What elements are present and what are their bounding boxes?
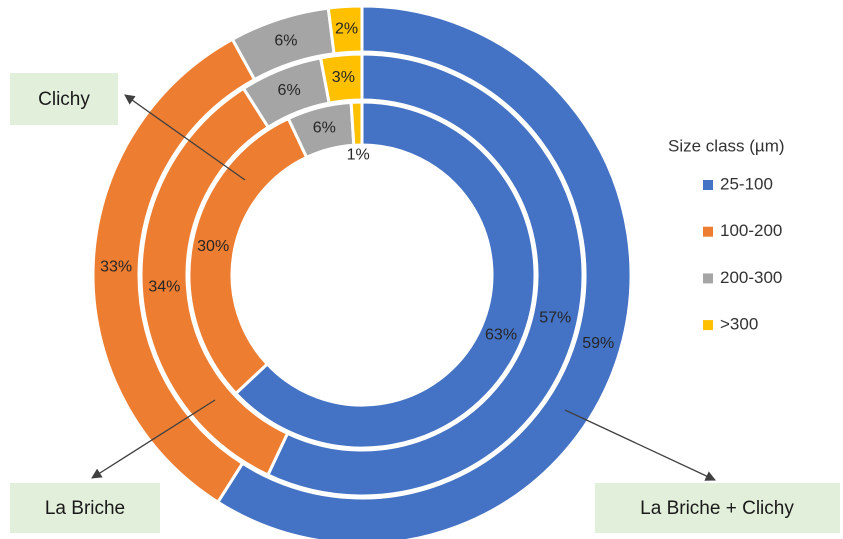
value-label: 6% xyxy=(313,119,336,136)
ring-label: La Briche xyxy=(45,498,125,519)
value-label: 34% xyxy=(148,279,180,296)
legend-label: >300 xyxy=(720,315,758,334)
value-labels: 63% 30% 6% 1% 57% 34% 6% 3% 59% 33% 6% 2% xyxy=(100,21,614,352)
legend-label: 25-100 xyxy=(720,174,773,193)
legend-label: 200-300 xyxy=(720,268,782,287)
rings xyxy=(91,4,633,539)
callout-arrow xyxy=(124,94,246,181)
ring-segment xyxy=(318,52,364,105)
value-label: 30% xyxy=(197,238,229,255)
callout-box xyxy=(595,483,840,533)
value-label: 57% xyxy=(539,309,571,326)
ring-label: La Briche + Clichy xyxy=(640,498,794,519)
ring-segment xyxy=(139,86,290,477)
callout-arrow xyxy=(91,399,216,479)
value-label: 33% xyxy=(100,258,132,275)
value-label: 63% xyxy=(485,326,517,343)
callout-arrow xyxy=(564,409,716,481)
legend-swatch xyxy=(703,320,713,331)
value-label: 1% xyxy=(347,146,370,163)
legend-swatch xyxy=(703,180,713,190)
value-label: 59% xyxy=(582,335,614,352)
value-label: 3% xyxy=(332,69,355,86)
callout-box xyxy=(10,73,118,125)
legend: 25-100 100-200 200-300 >300 xyxy=(703,174,782,334)
legend-swatch xyxy=(703,273,713,284)
ring-label: Clichy xyxy=(38,89,90,110)
ring-segment xyxy=(265,52,585,498)
ring-segment xyxy=(233,100,537,450)
callout-box xyxy=(10,483,160,533)
value-label: 6% xyxy=(278,82,301,99)
ring-segment xyxy=(349,100,364,147)
legend-title: Size class (µm) xyxy=(668,136,785,155)
legend-label: 100-200 xyxy=(720,221,782,240)
ring-segment xyxy=(326,4,364,56)
legend-swatch xyxy=(703,226,713,237)
value-label: 6% xyxy=(274,32,297,49)
value-label: 2% xyxy=(335,21,358,38)
ring-segment xyxy=(215,4,633,539)
